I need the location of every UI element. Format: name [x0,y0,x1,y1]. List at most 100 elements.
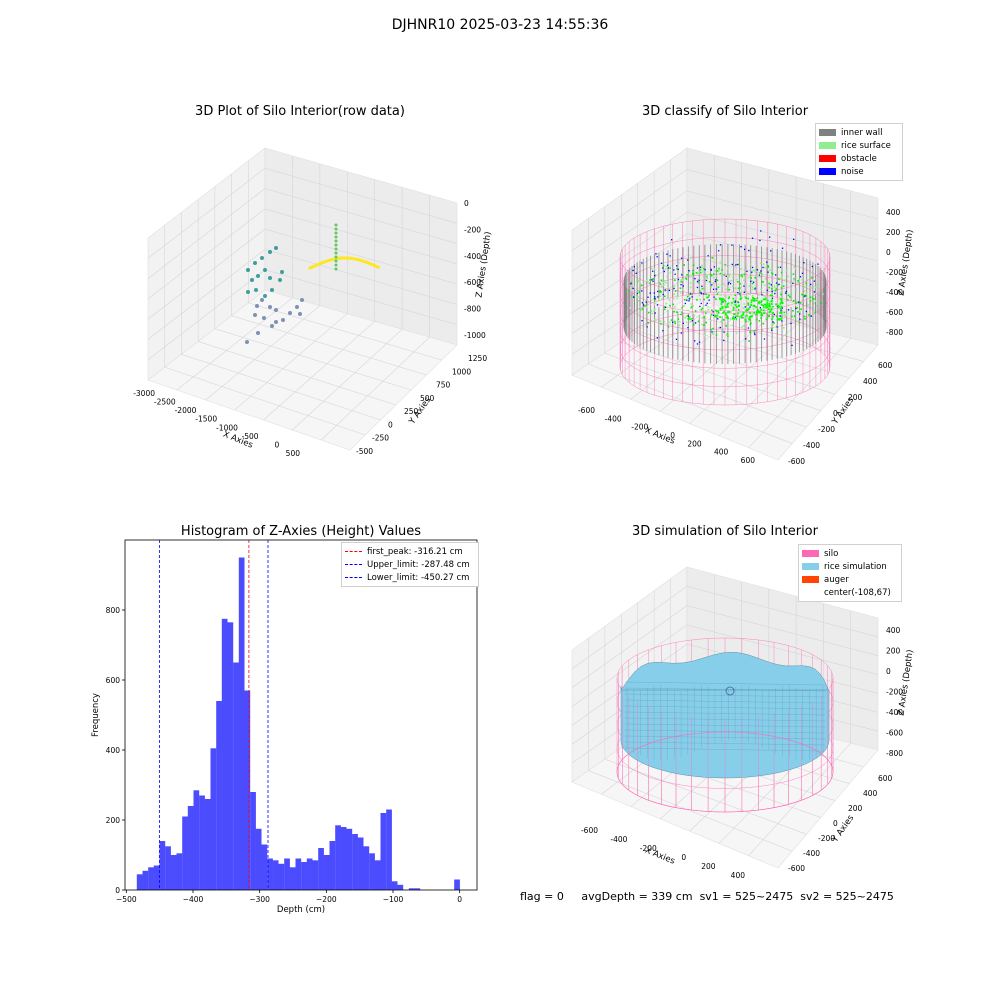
rice-surface-point [692,304,694,307]
rice-surface-point [744,308,747,311]
rice-surface-point [747,276,750,279]
rice-surface-point [784,279,786,282]
rice-surface-point [687,309,689,312]
legend-entry-inner-wall: inner wall [819,126,899,139]
rice-surface-point [804,286,807,289]
rice-surface-point [815,286,817,289]
rice-surface-point [760,300,763,302]
rice-surface-point [767,266,770,268]
z-axis-label: Z Axies (Depth) [896,229,915,296]
rice-surface-point [743,303,746,305]
noise-point [699,305,701,308]
rice-surface-point [672,303,674,306]
rice-surface-point [760,303,763,306]
rice-surface-point [658,298,660,301]
noise-point [805,310,807,313]
rice-surface-point [787,275,789,278]
histogram-bar [272,860,279,891]
rice-surface-point [667,326,670,328]
rice-surface-point [771,272,773,274]
rice-surface-point [760,314,762,316]
noise-point [646,326,648,328]
rice-surface-point [816,284,818,286]
rice-surface-point [765,296,767,298]
rice-surface-point [668,299,670,301]
rice-mesh-line [624,705,826,710]
rice-surface-point [665,281,667,284]
noise-point [763,338,766,340]
rice-surface-point [731,324,734,327]
rice-surface-point [780,276,783,278]
rice-surface-point [723,274,725,276]
rice-surface-point [768,286,771,289]
rice-surface-point [770,307,773,310]
rice-surface-point [692,269,694,272]
rice-surface-point [748,316,751,318]
rice-surface-point [716,288,718,291]
rice-surface-point [792,310,794,312]
legend-label: rice surface [841,140,891,151]
rice-surface-point [698,294,701,297]
noise-point [701,285,703,287]
rice-surface-point [700,309,703,311]
noise-point [719,244,722,246]
rice-surface-point [795,288,797,291]
rice-surface-point [736,306,738,308]
rice-surface-point [695,272,698,274]
histogram-bar [414,888,421,891]
noise-point [736,263,739,266]
noise-point [714,280,716,283]
noise-point [756,269,759,271]
rice-surface-point [809,296,812,298]
rice-surface-point [724,312,727,315]
legend-swatch [819,129,836,136]
rice-surface-point [793,279,795,281]
y-tick-label: -400 [803,441,820,450]
rice-surface-point [779,298,782,300]
histogram-bar [323,855,330,890]
rice-surface-point [641,308,644,310]
rice-surface-point [714,269,717,272]
rice-surface-point [784,315,786,317]
rice-surface-point [752,313,754,315]
x-tick-label: -3000 [133,389,155,398]
rice-surface-point [751,305,754,307]
rice-surface-point [801,293,803,296]
noise-point [778,283,780,285]
rice-surface-point [690,286,692,289]
noise-point [715,279,717,281]
noise-point [734,316,737,318]
noise-point [657,290,659,293]
noise-point [635,272,637,274]
rice-surface-point [721,261,724,264]
rice-surface-point [763,306,765,309]
legend-entry-2: Lower_limit: -450.27 cm [345,571,475,584]
histogram-bar [142,870,149,891]
rice-surface-point [710,319,712,322]
x-tick-label: 500 [286,449,301,458]
rice-surface-point [726,315,729,317]
rice-surface-point [735,318,738,320]
rice-surface-point [752,269,754,272]
rice-surface-point [755,313,757,316]
rice-surface-point [654,308,656,311]
rice-surface-point [646,280,648,282]
rice-surface-point [686,295,689,298]
rice-surface-point [722,318,725,321]
rice-surface-point [674,306,676,308]
noise-point [680,332,682,334]
rice-surface-point [719,272,722,275]
rice-surface-point [815,300,817,302]
rice-surface-point [809,300,812,302]
rice-surface-point [702,287,705,290]
noise-point [632,287,634,289]
histogram-bar [267,858,273,890]
rice-surface-point [764,304,767,307]
rice-surface-point [750,273,753,275]
raw-plot-title: 3D Plot of Silo Interior(row data) [195,104,405,119]
rice-surface-point [648,282,650,284]
outlier-point [260,256,264,260]
rice-surface-point [718,270,720,272]
legend-entry-1: Upper_limit: -287.48 cm [345,558,475,571]
noise-point [641,302,644,304]
